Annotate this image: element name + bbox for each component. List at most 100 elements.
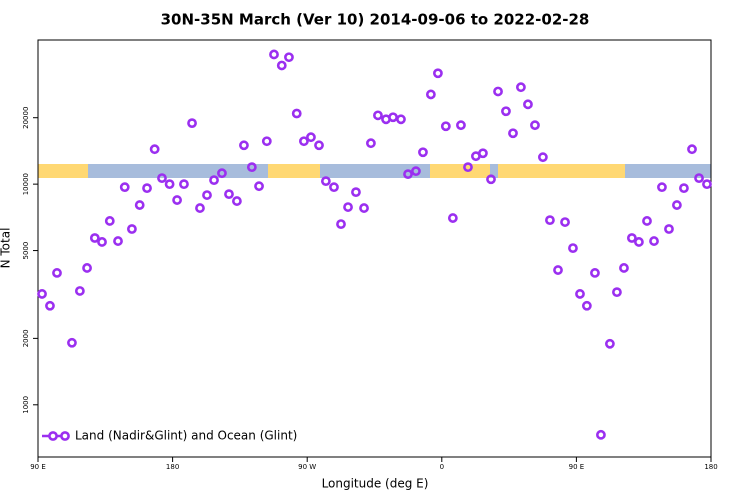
point (261, 136, 272, 147)
point (463, 162, 473, 173)
point (224, 189, 234, 200)
ocean (490, 164, 498, 178)
point (284, 52, 294, 63)
x-axis-label: Longitude (deg E) (322, 477, 429, 491)
point (269, 49, 279, 60)
point (478, 148, 488, 159)
point (74, 286, 85, 296)
point (447, 213, 458, 223)
point (425, 89, 436, 100)
point (149, 144, 160, 155)
point (104, 216, 115, 226)
legend-marker (48, 431, 58, 441)
point (343, 202, 353, 212)
ocean (625, 164, 711, 178)
point (113, 236, 123, 246)
point (306, 132, 316, 143)
point (366, 138, 376, 149)
point (217, 168, 227, 179)
point (596, 429, 606, 440)
point (134, 200, 145, 210)
point (67, 337, 77, 348)
point (516, 82, 526, 93)
point (246, 162, 257, 173)
point (456, 120, 466, 131)
point (530, 120, 540, 131)
point (179, 179, 189, 190)
ocean (88, 164, 268, 178)
point (45, 300, 55, 311)
y-tick-label: 5000 (22, 242, 30, 260)
point (605, 338, 615, 349)
point (195, 203, 205, 213)
point (157, 173, 167, 184)
point (127, 224, 137, 234)
point (314, 140, 324, 151)
x-tick-label: 0 (440, 463, 444, 471)
point (232, 196, 242, 206)
surface-band (38, 164, 711, 178)
point (664, 224, 674, 234)
point (291, 108, 302, 119)
x-tick-label: 90 W (298, 463, 316, 471)
x-tick-label: 90 E (30, 463, 46, 471)
point (418, 147, 428, 158)
point (702, 179, 712, 190)
point (37, 289, 47, 299)
y-tick-label: 10000 (22, 173, 30, 195)
point (575, 289, 585, 299)
point (486, 174, 496, 185)
point (649, 236, 659, 246)
point (187, 118, 197, 129)
point (396, 114, 406, 125)
point (119, 182, 130, 193)
land (498, 164, 625, 178)
land (38, 164, 88, 178)
x-tick-label: 180 (704, 463, 717, 471)
point (568, 243, 578, 254)
point (411, 166, 421, 177)
point (142, 183, 152, 194)
point (679, 183, 689, 194)
point (82, 263, 92, 273)
point (359, 203, 369, 213)
point (254, 181, 264, 192)
legend-label: Land (Nadir&Glint) and Ocean (Glint) (75, 429, 297, 443)
point (508, 128, 518, 139)
point (329, 182, 339, 193)
point (276, 60, 287, 71)
point (299, 136, 309, 147)
point (694, 173, 704, 184)
plot-frame (37, 39, 712, 458)
point (634, 237, 644, 247)
point (537, 152, 548, 163)
point (657, 182, 667, 193)
point (672, 200, 682, 210)
y-tick-label: 2000 (22, 329, 30, 347)
point (553, 265, 563, 275)
point (172, 195, 182, 205)
y-axis-label: N Total (0, 228, 13, 269)
y-tick-label: 20000 (22, 107, 30, 129)
point (501, 106, 511, 117)
point (581, 300, 592, 311)
x-tick-label: 180 (166, 463, 179, 471)
point (687, 144, 697, 155)
point (440, 121, 451, 132)
chart-title: 30N-35N March (Ver 10) 2014-09-06 to 202… (161, 11, 590, 29)
point (209, 175, 219, 186)
point (320, 176, 331, 187)
point (373, 110, 383, 121)
x-tick-label: 90 E (569, 463, 585, 471)
point (239, 140, 249, 151)
point (202, 190, 212, 200)
point (523, 99, 533, 110)
point (403, 169, 413, 180)
point (493, 86, 503, 97)
point (52, 268, 62, 278)
point (164, 179, 175, 190)
point (626, 233, 637, 243)
point (545, 215, 555, 226)
